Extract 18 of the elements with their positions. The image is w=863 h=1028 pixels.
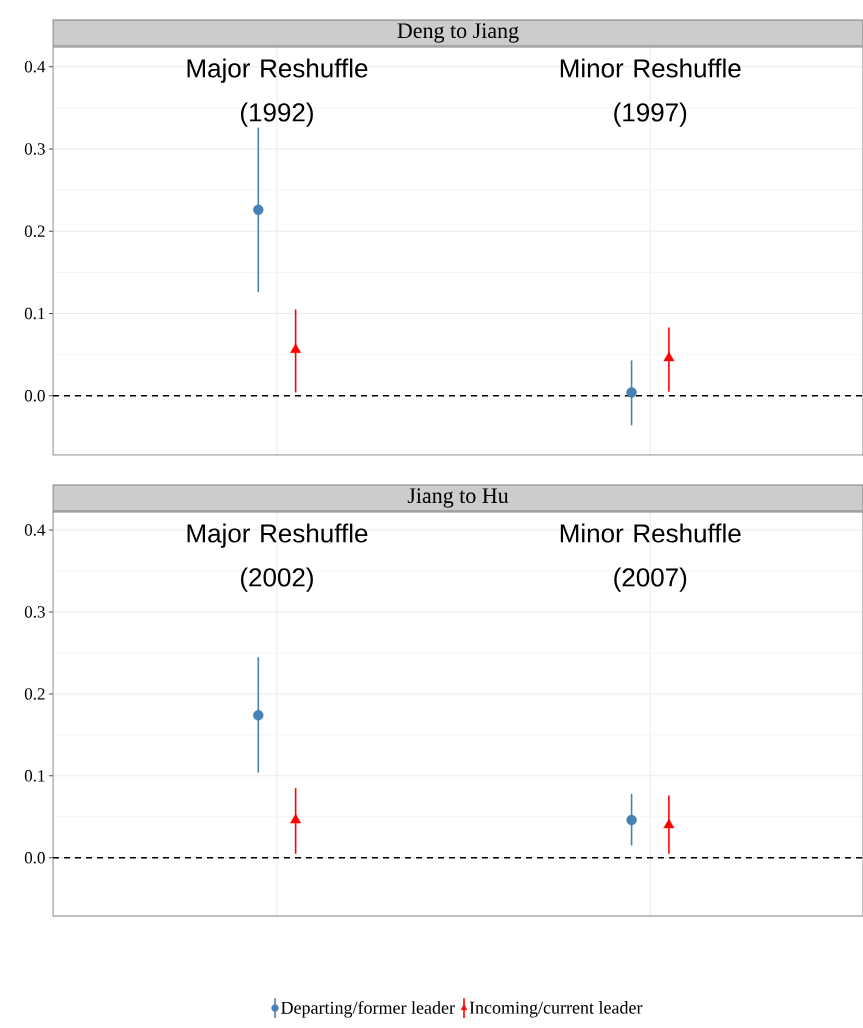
annotation: Major Reshuffle (2002) — [187, 523, 368, 592]
y-tick-label: 0.3 — [24, 143, 45, 155]
annotation: Major Reshuffle (1992) — [187, 58, 368, 127]
y-tick-label: 0.1 — [24, 770, 45, 782]
y-tick-label: 0.0 — [24, 852, 45, 864]
y-tick-label: 0.2 — [24, 225, 45, 238]
y-tick-label: 0.0 — [24, 389, 45, 402]
y-tick-label: 0.1 — [24, 307, 45, 320]
chart-title: Deng to Jiang — [397, 23, 519, 43]
y-tick-label: 0.2 — [24, 688, 45, 700]
legend-label: Departing/former leader — [281, 1001, 455, 1018]
y-tick-label: 0.3 — [24, 606, 45, 618]
legend-label: Incoming/current leader — [469, 1001, 643, 1018]
annotation: Minor Reshuffle (1997) — [560, 58, 741, 127]
y-tick-label: 0.4 — [24, 60, 46, 73]
annotation: Minor Reshuffle (2007) — [560, 523, 741, 592]
chart-title: Jiang to Hu — [407, 488, 509, 508]
y-tick-label: 0.4 — [24, 524, 46, 536]
